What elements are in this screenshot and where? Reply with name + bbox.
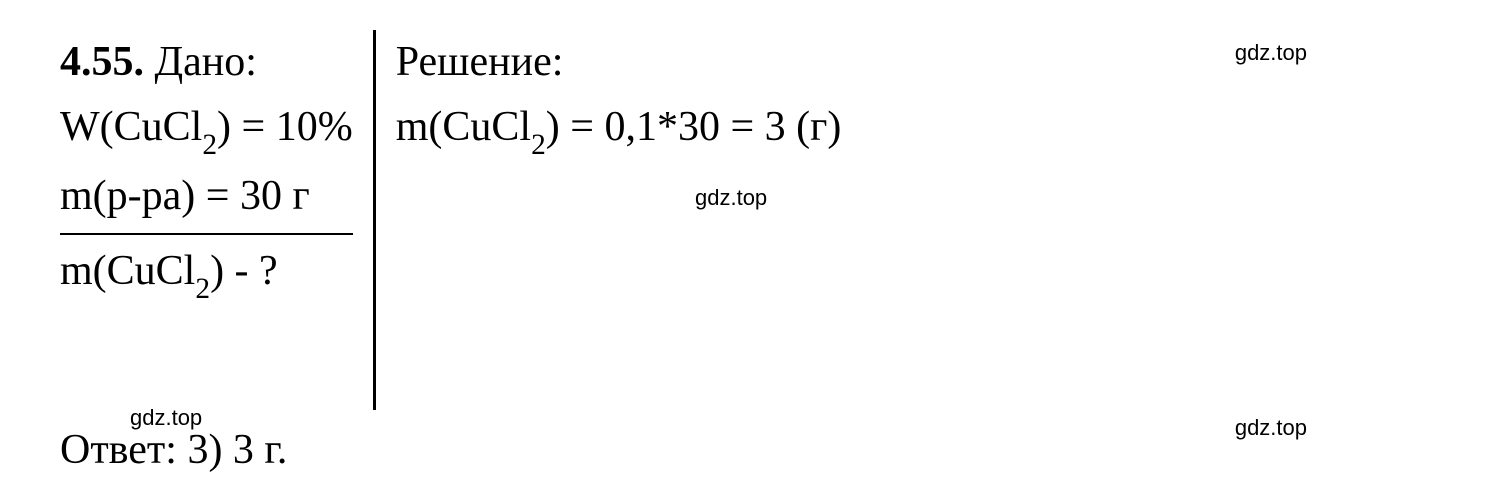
watermark: gdz.top <box>1235 40 1307 66</box>
answer-label: Ответ: <box>60 427 177 473</box>
given-line-2: m(р-ра) = 30 г <box>60 164 353 229</box>
watermark: gdz.top <box>1235 415 1307 441</box>
problem-number-line: 4.55. Дано: <box>60 30 353 95</box>
answer-text: 3) 3 г. <box>187 427 287 473</box>
answer-line: Ответ: 3) 3 г. <box>60 418 1427 483</box>
fraction-divider <box>60 233 353 235</box>
watermark: gdz.top <box>130 405 202 431</box>
problem-number: 4.55. <box>60 39 144 85</box>
solution-line-1: m(CuCl2) = 0,1*30 = 3 (г) <box>396 95 1427 164</box>
given-section: 4.55. Дано: W(CuCl2) = 10% m(р-ра) = 30 … <box>60 30 376 410</box>
watermark: gdz.top <box>695 185 767 211</box>
find-line: m(CuCl2) - ? <box>60 239 353 308</box>
given-line-1: W(CuCl2) = 10% <box>60 95 353 164</box>
dano-label: Дано: <box>155 39 257 85</box>
